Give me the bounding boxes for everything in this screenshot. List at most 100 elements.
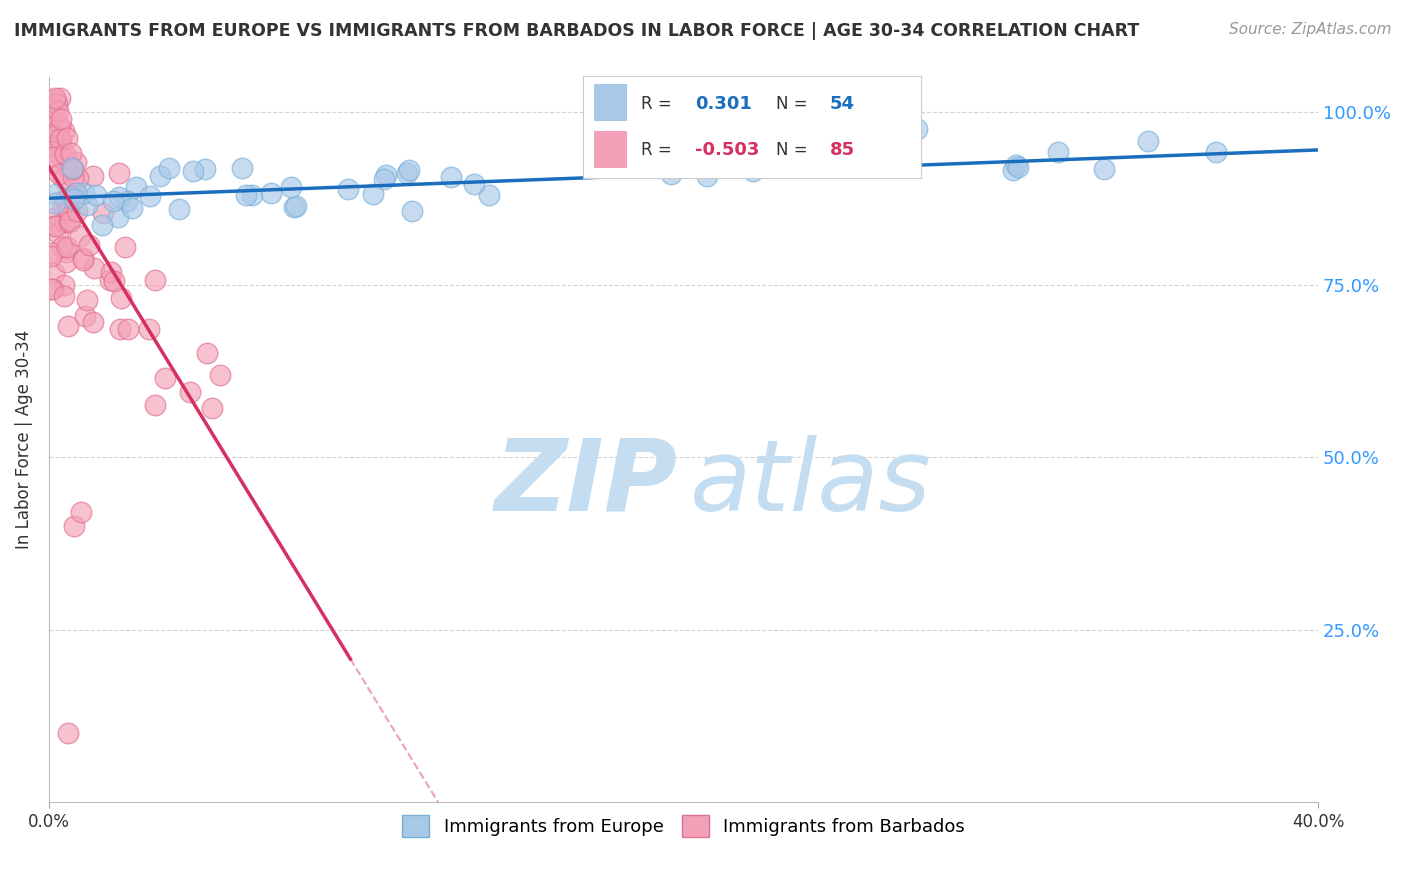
Point [46, 104, 69, 119]
Point [103, 274, 125, 288]
Point [48, 132, 70, 146]
Point [62, 189, 84, 203]
Point [723, 155, 745, 169]
Point [45, 97, 67, 112]
Point [48, 167, 70, 181]
Point [39, 145, 62, 159]
Point [742, 164, 765, 178]
Point [395, 166, 418, 180]
Point [55, 152, 77, 166]
Point [77, 237, 100, 252]
Point [149, 169, 172, 183]
Point [361, 187, 384, 202]
Point [53, 215, 76, 229]
Text: R =: R = [641, 141, 672, 159]
Point [49, 119, 72, 133]
Point [83, 261, 105, 276]
Point [39, 138, 62, 153]
Point [45, 219, 67, 233]
Text: IMMIGRANTS FROM EUROPE VS IMMIGRANTS FROM BARBADOS IN LABOR FORCE | AGE 30-34 CO: IMMIGRANTS FROM EUROPE VS IMMIGRANTS FRO… [14, 22, 1139, 40]
Point [110, 291, 132, 305]
Point [51, 240, 73, 254]
Point [82, 315, 104, 329]
Point [373, 171, 395, 186]
Point [125, 180, 148, 194]
Point [46, 226, 69, 240]
Point [108, 322, 131, 336]
Point [194, 162, 217, 177]
Point [44, 91, 66, 105]
Y-axis label: In Labor Force | Age 30-34: In Labor Force | Age 30-34 [15, 330, 32, 549]
Point [69, 229, 91, 244]
Point [138, 322, 160, 336]
Point [1205, 145, 1227, 160]
Point [42, 93, 65, 107]
Point [65, 186, 87, 201]
Point [42, 108, 65, 122]
Point [659, 167, 682, 181]
Text: 0.301: 0.301 [695, 95, 752, 112]
Point [72, 251, 94, 265]
Point [93, 206, 115, 220]
Point [121, 202, 143, 216]
Point [53, 194, 76, 208]
Point [143, 273, 166, 287]
Point [1001, 162, 1024, 177]
Point [44, 266, 66, 280]
Text: N =: N = [776, 141, 807, 159]
Point [631, 157, 654, 171]
Point [374, 168, 396, 182]
Point [401, 203, 423, 218]
Point [62, 170, 84, 185]
Point [115, 194, 138, 208]
Point [1092, 162, 1115, 177]
Point [208, 368, 231, 382]
FancyBboxPatch shape [593, 84, 627, 121]
Point [66, 203, 89, 218]
Point [53, 289, 76, 303]
Point [285, 199, 308, 213]
Point [905, 122, 928, 136]
Point [39, 246, 62, 260]
Text: 85: 85 [830, 141, 855, 159]
Point [44, 186, 66, 201]
Point [63, 192, 86, 206]
Point [67, 171, 90, 186]
Text: -0.503: -0.503 [695, 141, 759, 159]
Point [56, 726, 79, 740]
Point [62, 161, 84, 176]
Point [696, 169, 718, 184]
Point [42, 133, 65, 147]
Point [41, 157, 63, 171]
Point [44, 102, 66, 116]
Point [76, 293, 98, 308]
Point [1046, 145, 1069, 160]
Point [280, 180, 302, 194]
Point [463, 178, 485, 192]
Point [626, 157, 648, 171]
Point [235, 187, 257, 202]
Point [53, 193, 76, 207]
Point [65, 155, 87, 169]
Point [60, 161, 83, 176]
Point [73, 186, 96, 201]
Point [58, 215, 80, 229]
Point [260, 186, 283, 200]
Point [114, 240, 136, 254]
Point [157, 161, 180, 175]
Point [181, 163, 204, 178]
Point [44, 129, 66, 144]
Point [44, 195, 66, 210]
Point [90, 218, 112, 232]
Point [59, 214, 82, 228]
Text: 54: 54 [830, 95, 855, 112]
Point [56, 240, 79, 254]
Point [143, 398, 166, 412]
Point [58, 203, 80, 218]
Point [69, 505, 91, 519]
Point [167, 202, 190, 216]
Point [179, 384, 201, 399]
Point [100, 265, 122, 279]
Point [55, 244, 77, 259]
Point [195, 345, 218, 359]
